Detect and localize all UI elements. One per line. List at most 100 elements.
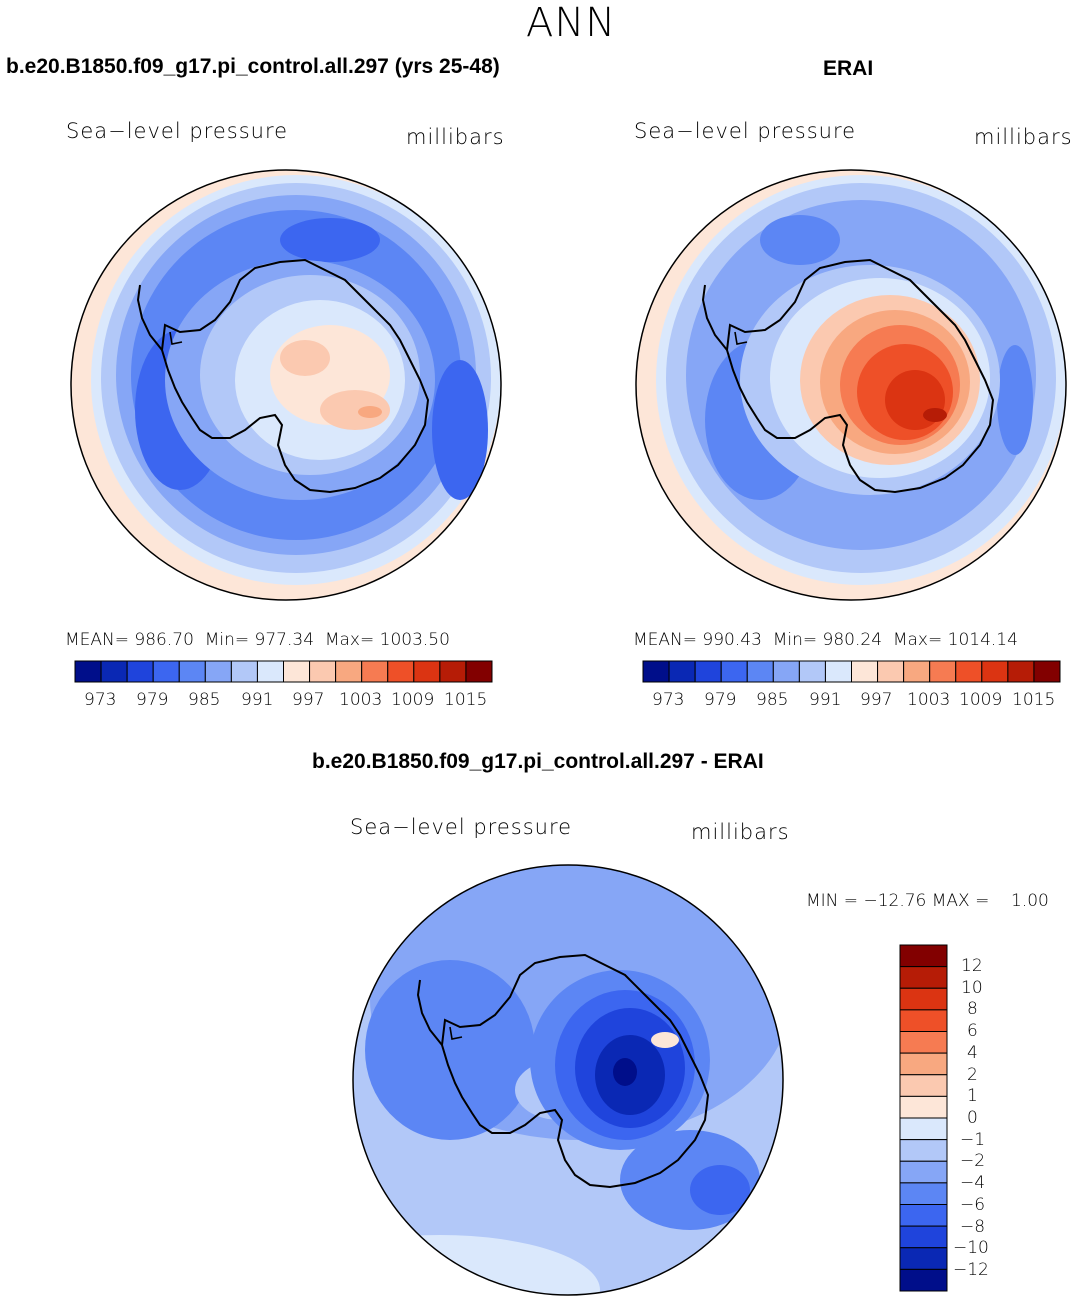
panel1-map <box>71 170 501 600</box>
panel2-colorbar-swatch <box>1007 660 1035 683</box>
panel1-mean-label: MEAN= <box>65 630 129 650</box>
panel1-colorbar-swatch <box>178 660 206 683</box>
panel3-tick: −1 <box>960 1130 986 1150</box>
panel1-colorbar-swatch <box>152 660 180 683</box>
panel1-tick: 1003 <box>339 690 383 710</box>
panel2-tick: 1009 <box>959 690 1003 710</box>
panel2-colorbar-swatch <box>955 660 983 683</box>
panel3-tick: 4 <box>967 1043 978 1063</box>
panel2-colorbar-swatch <box>642 660 670 683</box>
panel2-map <box>636 170 1066 600</box>
panel3-colorbar <box>899 944 948 1292</box>
panel1-max-value: 1003.50 <box>379 630 450 650</box>
panel2-colorbar-swatch <box>981 660 1009 683</box>
panel2-colorbar-swatch <box>720 660 748 683</box>
panel2-colorbar-swatch <box>929 660 957 683</box>
panel1-colorbar-swatch <box>74 660 102 683</box>
panel1-colorbar-swatch <box>283 660 311 683</box>
panel1-colorbar-swatch <box>100 660 128 683</box>
panel3-colorbar-swatch <box>899 1139 948 1162</box>
panel3-colorbar-swatch <box>899 1031 948 1054</box>
panel3-tick: 2 <box>967 1065 978 1085</box>
panel2-min-label: Min= <box>772 630 818 650</box>
panel1-field-label: Sea−level pressure <box>66 119 289 143</box>
panel3-colorbar-swatch <box>899 1182 948 1205</box>
panel3-colorbar-swatch <box>899 1009 948 1032</box>
panel3-colorbar-swatch <box>899 1225 948 1249</box>
panel2-tick: 997 <box>860 690 893 710</box>
panel3-map <box>353 865 783 1295</box>
panel1-colorbar-swatch <box>387 660 415 683</box>
panel3-colorbar-swatch <box>899 1247 948 1270</box>
panel2-colorbar-swatch <box>668 660 696 683</box>
panel3-tick: 8 <box>967 999 978 1019</box>
panel1-tick: 1009 <box>391 690 435 710</box>
panel2-min-value: 980.24 <box>822 630 883 650</box>
panel1-colorbar-swatch <box>361 660 389 683</box>
panel3-tick: −4 <box>960 1173 986 1193</box>
panel3-map-border <box>352 864 784 1296</box>
panel2-colorbar-swatch <box>694 660 722 683</box>
panel1-colorbar <box>74 660 493 683</box>
panel2-max-value: 1014.14 <box>947 630 1018 650</box>
panel3-tick: 6 <box>967 1021 978 1041</box>
panel2-title: ERAI <box>823 57 874 80</box>
panel1-colorbar-swatch <box>335 660 363 683</box>
panel2-colorbar-swatch <box>798 660 826 683</box>
panel1-colorbar-swatch <box>256 660 284 683</box>
panel2-field-label: Sea−level pressure <box>634 119 857 143</box>
panel2-mean-value: 990.43 <box>702 630 762 650</box>
panel2-colorbar-swatch <box>746 660 774 683</box>
panel3-tick: −2 <box>960 1151 986 1171</box>
panel2-units-label: millibars <box>974 125 1073 149</box>
panel1-units-label: millibars <box>406 125 505 149</box>
panel3-tick: 0 <box>967 1108 978 1128</box>
panel1-mean-value: 986.70 <box>134 630 194 650</box>
panel1-colorbar-swatch <box>309 660 337 683</box>
panel2-colorbar-swatch <box>851 660 879 683</box>
panel1-min-value: 977.34 <box>254 630 315 650</box>
panel3-tick: −12 <box>953 1260 989 1280</box>
panel2-stats: MEAN= 990.43 Min= 980.24 Max= 1014.14 <box>633 630 1018 650</box>
panel2-mean-label: MEAN= <box>633 630 697 650</box>
panel1-colorbar-swatch <box>439 660 467 683</box>
panel2-tick: 1003 <box>907 690 951 710</box>
panel2-tick: 991 <box>809 690 842 710</box>
panel3-colorbar-swatch <box>899 987 948 1011</box>
panel3-title: b.e20.B1850.f09_g17.pi_control.all.297 -… <box>312 750 764 773</box>
panel1-min-label: Min= <box>204 630 250 650</box>
panel1-max-label: Max= <box>324 630 375 650</box>
panel3-units-label: millibars <box>691 820 790 844</box>
panel3-tick: −8 <box>960 1217 986 1237</box>
panel3-colorbar-swatch <box>899 1074 948 1097</box>
panel3-colorbar-swatch <box>899 1095 948 1119</box>
panel3-tick: 10 <box>961 978 983 998</box>
panel1-map-border <box>70 169 502 601</box>
panel3-tick: −10 <box>953 1238 989 1258</box>
panel3-colorbar-swatch <box>899 1160 948 1184</box>
panel3-tick: 1 <box>967 1086 978 1106</box>
panel3-colorbar-swatch <box>899 944 948 968</box>
panel2-tick: 979 <box>704 690 737 710</box>
figure-title: ANN <box>526 0 617 46</box>
panel3-colorbar-swatch <box>899 1268 948 1292</box>
panel1-tick: 1015 <box>444 690 488 710</box>
panel1-colorbar-swatch <box>465 660 493 683</box>
panel1-tick: 997 <box>292 690 325 710</box>
panel2-colorbar-swatch <box>824 660 852 683</box>
panel2-max-label: Max= <box>892 630 943 650</box>
panel3-minmax: MIN = −12.76 MAX = 1.00 <box>806 891 1049 911</box>
panel3-field-label: Sea−level pressure <box>350 815 573 839</box>
panel1-stats: MEAN= 986.70 Min= 977.34 Max= 1003.50 <box>65 630 450 650</box>
panel1-colorbar-swatch <box>126 660 154 683</box>
panel3-colorbar-swatch <box>899 1117 948 1141</box>
panel1-tick: 985 <box>188 690 221 710</box>
panel3-colorbar-swatch <box>899 966 948 989</box>
panel2-colorbar-swatch <box>772 660 800 683</box>
panel2-map-border <box>635 169 1067 601</box>
panel2-tick: 985 <box>756 690 789 710</box>
panel1-colorbar-swatch <box>413 660 441 683</box>
panel1-tick: 973 <box>84 690 117 710</box>
panel2-colorbar-swatch <box>903 660 931 683</box>
